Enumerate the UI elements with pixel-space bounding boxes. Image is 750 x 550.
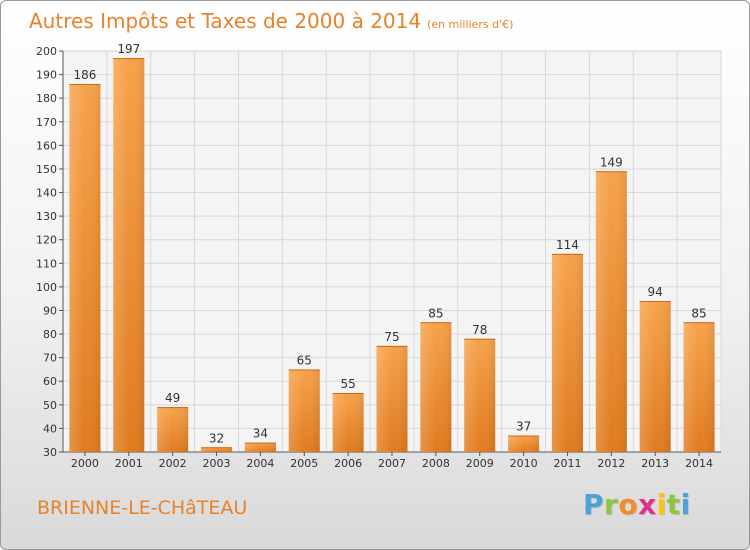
x-tick-label-2003: 2003	[203, 457, 231, 470]
value-label-2007: 75	[384, 330, 399, 344]
y-tick-label: 140	[36, 187, 57, 200]
bar-shade-2009	[464, 338, 496, 452]
bar-layer	[69, 58, 715, 453]
logo-letter: i	[656, 488, 667, 521]
value-label-2011: 114	[556, 238, 579, 252]
y-tick-label: 120	[36, 234, 57, 247]
logo-letter: P	[583, 488, 605, 521]
x-tick-label-2006: 2006	[334, 457, 362, 470]
bar-shade-2014	[683, 322, 715, 452]
y-tick-label: 90	[43, 304, 57, 317]
value-label-2003: 32	[209, 431, 224, 445]
y-tick-label: 110	[36, 257, 57, 270]
logo-letter: o	[618, 488, 639, 521]
bar-shade-2007	[376, 345, 408, 452]
y-tick-label: 150	[36, 163, 57, 176]
y-tick-label: 40	[43, 422, 57, 435]
x-tick-label-2010: 2010	[510, 457, 538, 470]
x-tick-label-2007: 2007	[378, 457, 406, 470]
chart-subtitle: (en milliers d'€)	[427, 18, 514, 31]
bar-shade-2008	[420, 322, 452, 452]
x-tick-label-2009: 2009	[466, 457, 494, 470]
chart-title: Autres Impôts et Taxes de 2000 à 2014 (en…	[29, 9, 513, 33]
y-tick-label: 50	[43, 399, 57, 412]
x-tick-label-2004: 2004	[246, 457, 274, 470]
x-tick-label-2011: 2011	[553, 457, 581, 470]
y-tick-label: 80	[43, 328, 57, 341]
y-tick-label: 180	[36, 92, 57, 105]
value-label-2014: 85	[691, 306, 706, 320]
value-label-2002: 49	[165, 391, 180, 405]
x-tick-label-2012: 2012	[597, 457, 625, 470]
value-label-2008: 85	[428, 306, 443, 320]
value-label-2012: 149	[600, 155, 623, 169]
value-label-2005: 65	[297, 353, 312, 367]
bar-shade-2005	[288, 369, 320, 452]
y-tick-label: 100	[36, 281, 57, 294]
y-tick-label: 170	[36, 116, 57, 129]
value-label-2009: 78	[472, 323, 487, 337]
x-tick-label-2002: 2002	[159, 457, 187, 470]
value-label-2006: 55	[340, 377, 355, 391]
y-tick-label: 30	[43, 446, 57, 459]
bar-shade-2001	[113, 58, 145, 452]
x-tick-label-2014: 2014	[685, 457, 713, 470]
proxiti-logo[interactable]: Proxiti	[583, 488, 691, 521]
x-tick-label-2005: 2005	[290, 457, 318, 470]
y-tick-label: 160	[36, 139, 57, 152]
bar-shade-2004	[244, 442, 276, 452]
bar-shade-2003	[201, 447, 233, 452]
y-tick-label: 60	[43, 375, 57, 388]
bar-shade-2000	[69, 84, 101, 452]
axis-layer: 30 40 50 60 70 80 90 100 110 120 130 140 150 160 170 18…	[36, 45, 721, 470]
logo-letter: x	[638, 488, 657, 521]
bar-shade-2012	[595, 171, 627, 453]
value-label-2000: 186	[73, 68, 96, 82]
y-tick-label: 130	[36, 210, 57, 223]
value-label-2013: 94	[648, 285, 663, 299]
x-tick-label-2001: 2001	[115, 457, 143, 470]
y-tick-label: 190	[36, 69, 57, 82]
label-layer: 186 197 49 32 34 65 55 75 85 78 37 114 149 94 85	[73, 42, 706, 445]
value-label-2001: 197	[117, 42, 140, 56]
town-name: BRIENNE-LE-CHâTEAU	[37, 497, 248, 519]
x-tick-label-2000: 2000	[71, 457, 99, 470]
value-label-2004: 34	[253, 427, 268, 441]
bar-shade-2006	[332, 393, 364, 452]
bar-shade-2013	[639, 301, 671, 452]
y-tick-label: 70	[43, 352, 57, 365]
x-tick-label-2013: 2013	[641, 457, 669, 470]
logo-letter: r	[604, 488, 619, 521]
bar-shade-2011	[551, 253, 583, 452]
logo-letter: t	[666, 488, 681, 521]
bar-shade-2002	[157, 407, 189, 452]
logo-letter: i	[680, 488, 691, 521]
chart-title-text: Autres Impôts et Taxes de 2000 à 2014	[29, 9, 422, 33]
bar-shade-2010	[508, 435, 540, 452]
x-tick-label-2008: 2008	[422, 457, 450, 470]
y-tick-label: 200	[36, 45, 57, 58]
value-label-2010: 37	[516, 419, 531, 433]
